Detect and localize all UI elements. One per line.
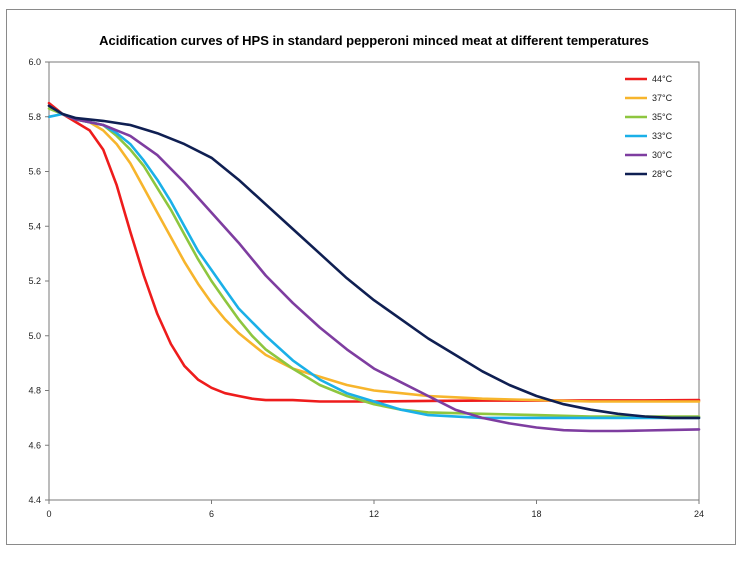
y-tick-label: 4.6: [28, 440, 41, 450]
x-tick-label: 18: [531, 509, 541, 519]
series-line-37c: [47, 104, 701, 403]
series-line-30c: [47, 104, 701, 433]
chart-frame: Acidification curves of HPS in standard …: [6, 9, 736, 545]
series-lines: [47, 101, 701, 433]
chart-canvas: Acidification curves of HPS in standard …: [28, 33, 704, 519]
x-tick-label: 12: [369, 509, 379, 519]
series-line-33c: [47, 112, 701, 420]
x-tick-label: 0: [46, 509, 51, 519]
legend-label: 37°C: [652, 93, 673, 103]
y-tick-label: 4.8: [28, 386, 41, 396]
y-tick-label: 5.0: [28, 331, 41, 341]
legend-label: 33°C: [652, 131, 673, 141]
series-line-44c: [47, 101, 701, 403]
chart-title: Acidification curves of HPS in standard …: [99, 33, 649, 48]
y-tick-label: 5.6: [28, 167, 41, 177]
legend-label: 28°C: [652, 169, 673, 179]
y-tick-label: 4.4: [28, 495, 41, 505]
x-tick-label: 24: [694, 509, 704, 519]
y-tick-label: 5.4: [28, 221, 41, 231]
legend: 44°C 37°C 35°C 33°C 30°C 28°C: [625, 74, 673, 179]
series-line-28c: [47, 104, 701, 420]
legend-label: 44°C: [652, 74, 673, 84]
legend-label: 30°C: [652, 150, 673, 160]
series-line-35c: [47, 107, 701, 418]
y-tick-label: 5.8: [28, 112, 41, 122]
y-tick-label: 5.2: [28, 276, 41, 286]
y-tick-label: 6.0: [28, 57, 41, 67]
x-tick-label: 6: [209, 509, 214, 519]
legend-label: 35°C: [652, 112, 673, 122]
axis-ticks: 4.4 4.6 4.8 5.0 5.2 5.4 5.6 5.8 6.0 0 6 12 18 24: [28, 57, 704, 519]
